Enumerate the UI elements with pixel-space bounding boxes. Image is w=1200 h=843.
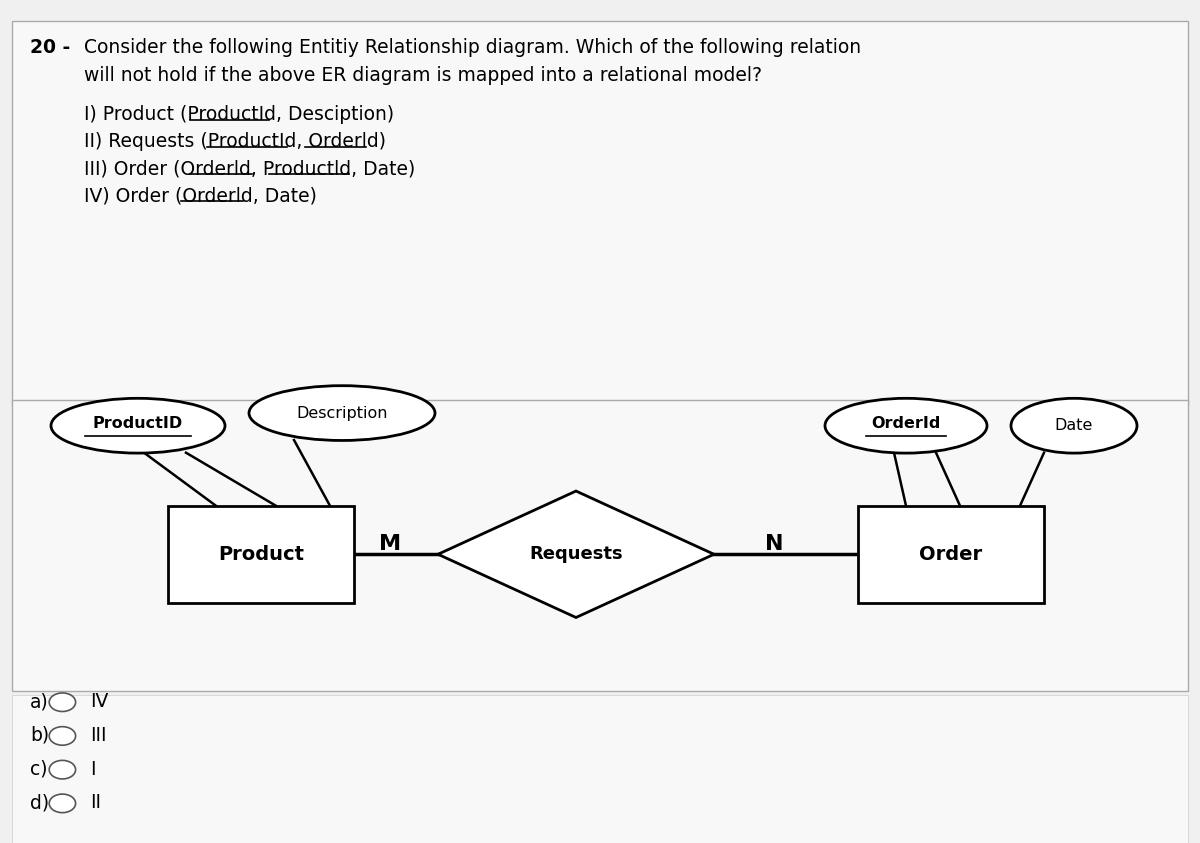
FancyBboxPatch shape	[168, 506, 354, 603]
FancyBboxPatch shape	[12, 400, 1188, 691]
Polygon shape	[438, 491, 714, 617]
Ellipse shape	[1010, 399, 1138, 454]
Circle shape	[49, 727, 76, 745]
Text: b): b)	[30, 726, 49, 745]
FancyBboxPatch shape	[12, 21, 1188, 405]
Text: a): a)	[30, 692, 49, 711]
Text: OrderId: OrderId	[871, 416, 941, 431]
Text: III: III	[90, 726, 107, 745]
Text: M: M	[379, 534, 401, 554]
Text: III) Order (Orderld, Productld, Date): III) Order (Orderld, Productld, Date)	[84, 159, 415, 179]
FancyBboxPatch shape	[12, 695, 1188, 843]
Ellipse shape	[50, 399, 226, 454]
Ellipse shape	[826, 399, 986, 454]
FancyBboxPatch shape	[858, 506, 1044, 603]
Text: Product: Product	[218, 545, 304, 564]
Circle shape	[49, 760, 76, 779]
Text: II) Requests (ProductId, Orderld): II) Requests (ProductId, Orderld)	[84, 132, 386, 152]
Text: IV) Order (Orderld, Date): IV) Order (Orderld, Date)	[84, 186, 317, 206]
Ellipse shape	[248, 386, 434, 440]
Text: Requests: Requests	[529, 545, 623, 563]
Text: I) Product (ProductId, Desciption): I) Product (ProductId, Desciption)	[84, 105, 394, 125]
Text: II: II	[90, 793, 101, 813]
Text: Date: Date	[1055, 418, 1093, 433]
Text: I: I	[90, 760, 96, 779]
Text: Consider the following Entitiy Relationship diagram. Which of the following rela: Consider the following Entitiy Relations…	[84, 38, 862, 57]
Text: N: N	[764, 534, 784, 554]
Circle shape	[49, 693, 76, 711]
Text: d): d)	[30, 793, 49, 813]
Text: ProductID: ProductID	[92, 416, 184, 431]
Text: 20 -: 20 -	[30, 38, 71, 57]
Text: IV: IV	[90, 692, 108, 711]
Text: c): c)	[30, 760, 48, 779]
Text: will not hold if the above ER diagram is mapped into a relational model?: will not hold if the above ER diagram is…	[84, 66, 762, 85]
Circle shape	[49, 794, 76, 813]
Text: Order: Order	[919, 545, 983, 564]
Text: Description: Description	[296, 405, 388, 421]
